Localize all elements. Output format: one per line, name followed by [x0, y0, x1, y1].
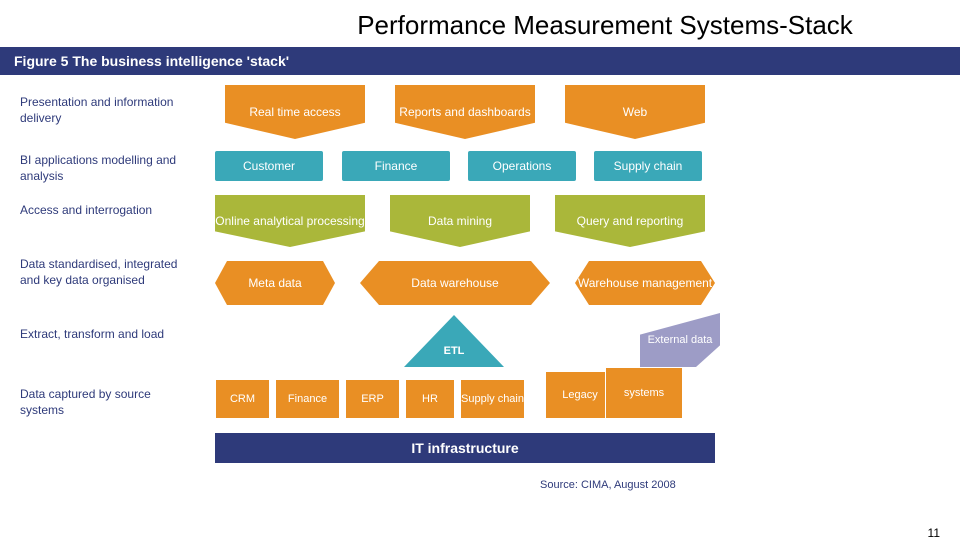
- box-data-mining: Data mining: [390, 195, 530, 247]
- box-finance-src: Finance: [275, 379, 340, 419]
- box-erp: ERP: [345, 379, 400, 419]
- box-supply-chain: Supply chain: [594, 151, 702, 181]
- bar-it-infrastructure: IT infrastructure: [215, 433, 715, 463]
- hex-data-warehouse: Data warehouse: [360, 261, 550, 305]
- box-supply-chain-src: Supply chain: [460, 379, 525, 419]
- row-label-source: Data captured by source systems: [20, 387, 190, 418]
- page-number: 11: [928, 526, 940, 540]
- box-hr: HR: [405, 379, 455, 419]
- row-label-presentation: Presentation and information delivery: [20, 95, 190, 126]
- figure-caption-bar: Figure 5 The business intelligence 'stac…: [0, 47, 960, 75]
- box-web: Web: [565, 85, 705, 139]
- row-label-bi-apps: BI applications modelling and analysis: [20, 153, 190, 184]
- source-text: Source: CIMA, August 2008: [540, 479, 676, 491]
- box-realtime-access: Real time access: [225, 85, 365, 139]
- box-olap: Online analytical processing: [215, 195, 365, 247]
- box-crm: CRM: [215, 379, 270, 419]
- diagram-area: Presentation and information delivery BI…: [0, 79, 960, 499]
- box-reports-dashboards: Reports and dashboards: [395, 85, 535, 139]
- box-systems: systems: [605, 367, 683, 419]
- row-label-etl: Extract, transform and load: [20, 327, 190, 343]
- hex-meta-data: Meta data: [215, 261, 335, 305]
- row-label-access: Access and interrogation: [20, 203, 190, 219]
- triangle-etl-label: ETL: [404, 345, 504, 357]
- slide-title: Performance Measurement Systems-Stack: [250, 10, 960, 41]
- hex-warehouse-mgmt: Warehouse management: [575, 261, 715, 305]
- triangle-etl-shape: [404, 315, 504, 367]
- box-operations: Operations: [468, 151, 576, 181]
- box-query-reporting: Query and reporting: [555, 195, 705, 247]
- box-customer: Customer: [215, 151, 323, 181]
- box-external-data: External data: [640, 313, 720, 367]
- row-label-standardised: Data standardised, integrated and key da…: [20, 257, 190, 288]
- box-finance: Finance: [342, 151, 450, 181]
